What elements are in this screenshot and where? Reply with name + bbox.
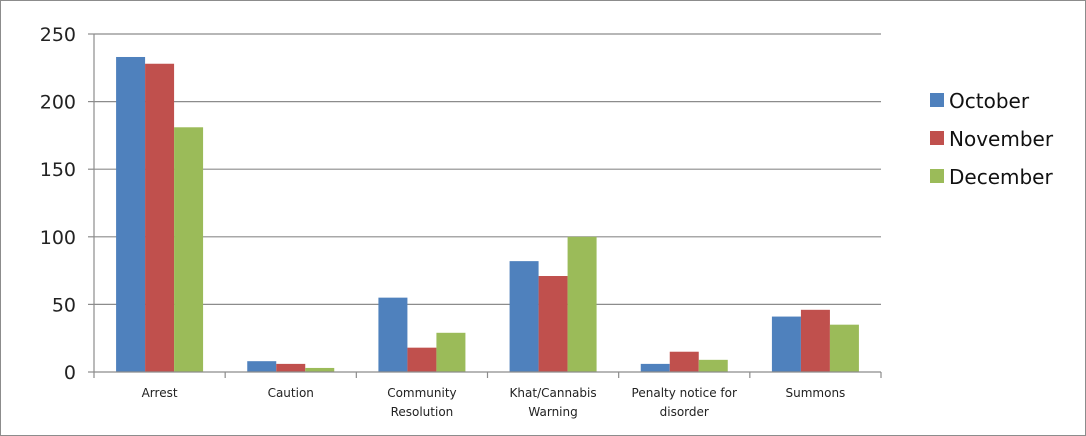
gridlines	[94, 33, 881, 305]
y-tick-label: 200	[40, 92, 76, 114]
bar-december-1	[305, 367, 335, 372]
y-tick-label: 250	[40, 24, 76, 46]
x-tick-label: Summons	[786, 386, 846, 400]
legend-label-november: November	[949, 127, 1054, 151]
legend-label-october: October	[949, 89, 1030, 113]
bar-october-2	[378, 297, 408, 372]
legend-swatch-december	[930, 169, 944, 183]
bar-october-1	[247, 361, 277, 372]
x-tick-label: Warning	[528, 405, 577, 419]
x-tick-label: Community	[387, 386, 456, 400]
legend: October November December	[930, 89, 1054, 189]
bar-november-5	[800, 309, 830, 372]
bar-december-3	[567, 236, 597, 372]
x-tick-label: Penalty notice for	[632, 386, 737, 400]
y-tick-label: 150	[40, 159, 76, 181]
bar-december-0	[174, 127, 204, 373]
bars	[116, 56, 859, 373]
bar-november-4	[669, 351, 699, 372]
bar-october-0	[116, 56, 146, 372]
bar-december-4	[698, 359, 728, 372]
x-tick-label: Caution	[268, 386, 314, 400]
bar-november-0	[145, 63, 175, 373]
y-tick-label: 50	[52, 294, 76, 316]
bar-november-2	[407, 347, 437, 372]
x-tick-label: Khat/Cannabis	[510, 386, 597, 400]
legend-swatch-november	[930, 131, 944, 145]
bar-october-4	[640, 363, 670, 372]
y-tick-label: 0	[64, 362, 76, 384]
bar-november-3	[538, 276, 568, 372]
x-tick-label: Arrest	[142, 386, 178, 400]
bar-december-5	[829, 324, 859, 372]
bar-october-3	[509, 261, 539, 372]
legend-label-december: December	[949, 165, 1053, 189]
bar-december-2	[436, 332, 466, 372]
x-tick-label: Resolution	[391, 405, 454, 419]
y-tick-label: 100	[40, 227, 76, 249]
bar-october-5	[771, 316, 801, 372]
x-tick-label: disorder	[660, 405, 709, 419]
axes: 0 50 100 150 200 250 Arrest Caution Community Res…	[40, 24, 882, 419]
legend-swatch-october	[930, 93, 944, 107]
bar-november-1	[276, 363, 306, 372]
